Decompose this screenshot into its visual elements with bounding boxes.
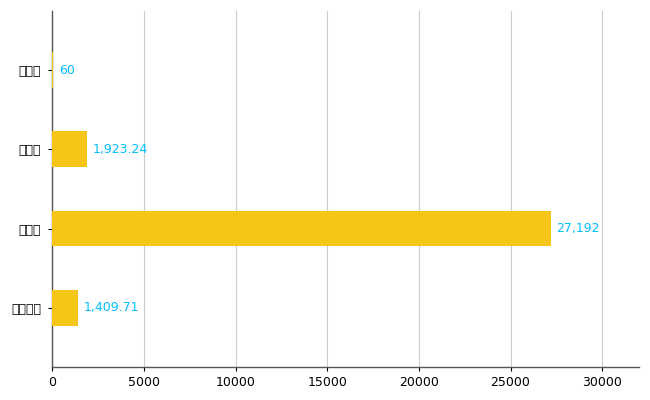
Text: 60: 60	[58, 64, 75, 76]
Text: 27,192: 27,192	[556, 222, 600, 235]
Bar	[52, 132, 88, 167]
Text: 1,923.24: 1,923.24	[93, 143, 148, 156]
Bar	[52, 290, 78, 326]
Bar	[52, 211, 551, 246]
Bar	[52, 52, 53, 88]
Text: 1,409.71: 1,409.71	[84, 302, 139, 314]
